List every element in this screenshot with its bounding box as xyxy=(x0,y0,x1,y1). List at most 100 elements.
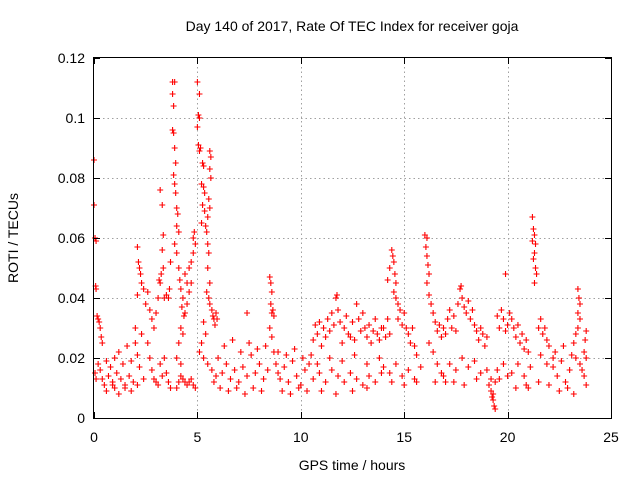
data-point xyxy=(277,376,284,382)
data-point xyxy=(440,325,447,331)
chart-title: Day 140 of 2017, Rate Of TEC Index for r… xyxy=(186,18,519,34)
data-point xyxy=(94,313,101,319)
data-point xyxy=(254,346,261,352)
data-point xyxy=(359,382,366,388)
data-point xyxy=(576,361,583,367)
data-point xyxy=(148,367,155,373)
data-point xyxy=(512,385,519,391)
data-point xyxy=(217,385,224,391)
data-point xyxy=(423,253,430,259)
data-point xyxy=(461,382,468,388)
data-point xyxy=(107,364,114,370)
data-point xyxy=(582,337,589,343)
data-point xyxy=(428,301,435,307)
data-point xyxy=(411,343,418,349)
data-point xyxy=(386,331,393,337)
data-point xyxy=(535,325,542,331)
data-point xyxy=(333,292,340,298)
data-point xyxy=(200,163,207,169)
data-point xyxy=(539,331,546,337)
data-point xyxy=(366,322,373,328)
data-point xyxy=(432,379,439,385)
data-point xyxy=(111,355,118,361)
data-point xyxy=(504,322,511,328)
data-point xyxy=(134,352,141,358)
data-point xyxy=(537,316,544,322)
data-point xyxy=(299,355,306,361)
data-point xyxy=(211,322,218,328)
data-point xyxy=(155,295,162,301)
data-point xyxy=(207,175,214,181)
data-point xyxy=(138,331,145,337)
data-point xyxy=(208,367,215,373)
data-point xyxy=(554,373,561,379)
data-point xyxy=(508,316,515,322)
data-point xyxy=(543,361,550,367)
data-point xyxy=(498,307,505,313)
data-point xyxy=(570,391,577,397)
data-point xyxy=(450,313,457,319)
data-point xyxy=(576,301,583,307)
data-point xyxy=(95,316,102,322)
data-point xyxy=(188,376,195,382)
data-point xyxy=(208,307,215,313)
data-point xyxy=(489,394,496,400)
data-point xyxy=(434,328,441,334)
data-point xyxy=(343,313,350,319)
data-point xyxy=(200,355,207,361)
data-point xyxy=(314,331,321,337)
data-point xyxy=(459,355,466,361)
data-point xyxy=(202,331,209,337)
data-point xyxy=(448,325,455,331)
data-point xyxy=(491,403,498,409)
data-point xyxy=(221,343,228,349)
data-point xyxy=(295,385,302,391)
data-point xyxy=(134,382,141,388)
data-point xyxy=(248,352,255,358)
data-point xyxy=(173,355,180,361)
data-point xyxy=(532,265,539,271)
data-point xyxy=(394,316,401,322)
data-point xyxy=(201,190,208,196)
data-point xyxy=(171,241,178,247)
data-point xyxy=(562,379,569,385)
data-point xyxy=(426,340,433,346)
data-point xyxy=(136,265,143,271)
data-point xyxy=(177,325,184,331)
data-point xyxy=(529,214,536,220)
data-point xyxy=(140,376,147,382)
data-point xyxy=(171,181,178,187)
data-point xyxy=(267,301,274,307)
data-point xyxy=(394,301,401,307)
data-point xyxy=(198,220,205,226)
data-point xyxy=(413,352,420,358)
data-point xyxy=(465,364,472,370)
data-point xyxy=(324,316,331,322)
data-point xyxy=(206,280,213,286)
data-point xyxy=(192,241,199,247)
data-point xyxy=(213,373,220,379)
data-point xyxy=(244,310,251,316)
y-axis-label: ROTI / TECUs xyxy=(5,193,21,283)
x-tick-label: 5 xyxy=(194,429,202,445)
data-point xyxy=(423,235,430,241)
data-point xyxy=(192,385,199,391)
data-point xyxy=(440,373,447,379)
data-point xyxy=(461,304,468,310)
data-point xyxy=(310,337,317,343)
data-point xyxy=(101,382,108,388)
data-point xyxy=(351,337,358,343)
data-point xyxy=(397,307,404,313)
data-point xyxy=(436,322,443,328)
y-tick-label: 0.02 xyxy=(58,350,85,366)
x-tick-label: 10 xyxy=(293,429,309,445)
data-point xyxy=(430,349,437,355)
data-point xyxy=(525,349,532,355)
data-point xyxy=(467,316,474,322)
data-point xyxy=(175,340,182,346)
data-point xyxy=(117,376,124,382)
data-point xyxy=(219,370,226,376)
data-point xyxy=(339,340,346,346)
data-point xyxy=(494,367,501,373)
